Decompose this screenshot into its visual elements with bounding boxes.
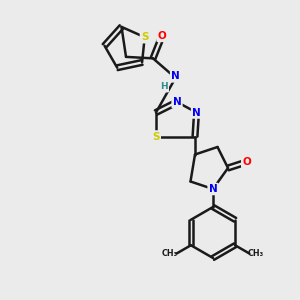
Text: N: N xyxy=(172,97,182,107)
Text: H: H xyxy=(160,82,168,91)
Text: S: S xyxy=(152,131,160,142)
Text: N: N xyxy=(208,184,217,194)
Text: CH₃: CH₃ xyxy=(162,249,178,258)
Text: O: O xyxy=(242,157,251,167)
Text: O: O xyxy=(158,31,166,41)
Text: CH₃: CH₃ xyxy=(248,249,264,258)
Text: N: N xyxy=(192,107,201,118)
Text: S: S xyxy=(141,32,148,42)
Text: N: N xyxy=(171,71,180,81)
